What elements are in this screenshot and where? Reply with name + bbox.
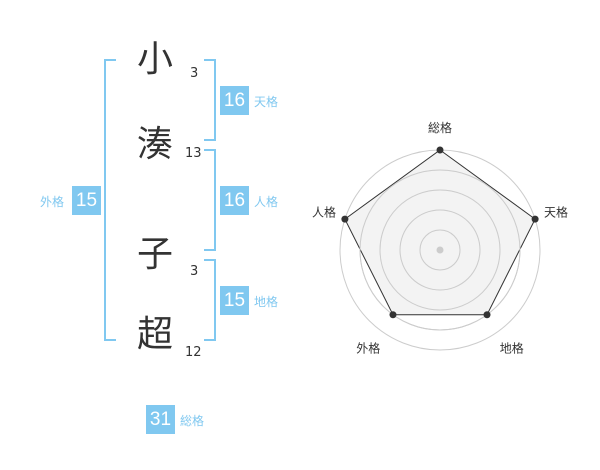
chikaku-value: 15 <box>220 286 249 315</box>
soukaku-value: 31 <box>146 405 175 434</box>
chikaku-label: 地格 <box>254 295 279 309</box>
soukaku-label: 総格 <box>180 414 205 428</box>
axis-label: 天格 <box>544 204 568 219</box>
jinkaku-value: 16 <box>220 186 249 215</box>
axis-label: 人格 <box>312 204 336 219</box>
jinkaku-bracket <box>204 149 216 251</box>
tenkaku-bracket <box>204 59 216 141</box>
name-char-4: 超 <box>136 314 173 355</box>
radar-area <box>344 149 536 316</box>
axis-label: 総格 <box>428 120 452 135</box>
data-point <box>389 311 397 319</box>
jinkaku-label: 人格 <box>254 195 279 209</box>
stroke-count-2: 13 <box>185 146 202 161</box>
gaikaku-bracket <box>104 59 116 341</box>
stroke-count-1: 3 <box>190 66 199 81</box>
stroke-count-3: 3 <box>190 264 199 279</box>
tenkaku-label: 天格 <box>254 95 279 109</box>
grid-ring-overlay <box>379 189 501 311</box>
center-dot <box>436 246 444 254</box>
data-point <box>483 311 491 319</box>
chikaku-bracket <box>204 259 216 341</box>
axis-label: 外格 <box>356 341 380 356</box>
stroke-count-4: 12 <box>185 345 202 360</box>
data-point <box>531 215 539 223</box>
data-point <box>341 215 349 223</box>
gaikaku-value: 15 <box>72 186 101 215</box>
gaikaku-label: 外格 <box>40 195 65 209</box>
tenkaku-value: 16 <box>220 86 249 115</box>
grid-ring-overlay <box>399 209 481 291</box>
grid-ring-overlay <box>359 169 521 331</box>
axis-label: 地格 <box>500 341 524 356</box>
grid-ring-overlay <box>419 229 461 271</box>
data-point <box>436 146 444 154</box>
name-char-3: 子 <box>136 234 173 275</box>
name-char-2: 湊 <box>136 124 173 165</box>
name-char-1: 小 <box>136 39 173 80</box>
